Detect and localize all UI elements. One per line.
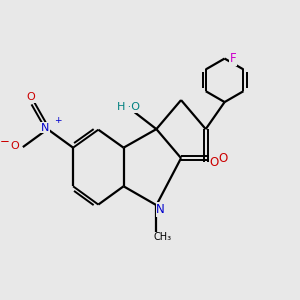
Text: −: − (0, 135, 10, 148)
Text: N: N (41, 123, 50, 133)
Text: N: N (156, 203, 165, 216)
Text: O: O (218, 152, 227, 165)
Text: O: O (26, 92, 35, 102)
Text: CH₃: CH₃ (153, 232, 171, 242)
Text: O: O (209, 156, 218, 169)
Text: O: O (11, 141, 19, 151)
Text: F: F (230, 52, 236, 65)
Text: +: + (54, 116, 62, 125)
Text: H ·O: H ·O (117, 102, 140, 112)
